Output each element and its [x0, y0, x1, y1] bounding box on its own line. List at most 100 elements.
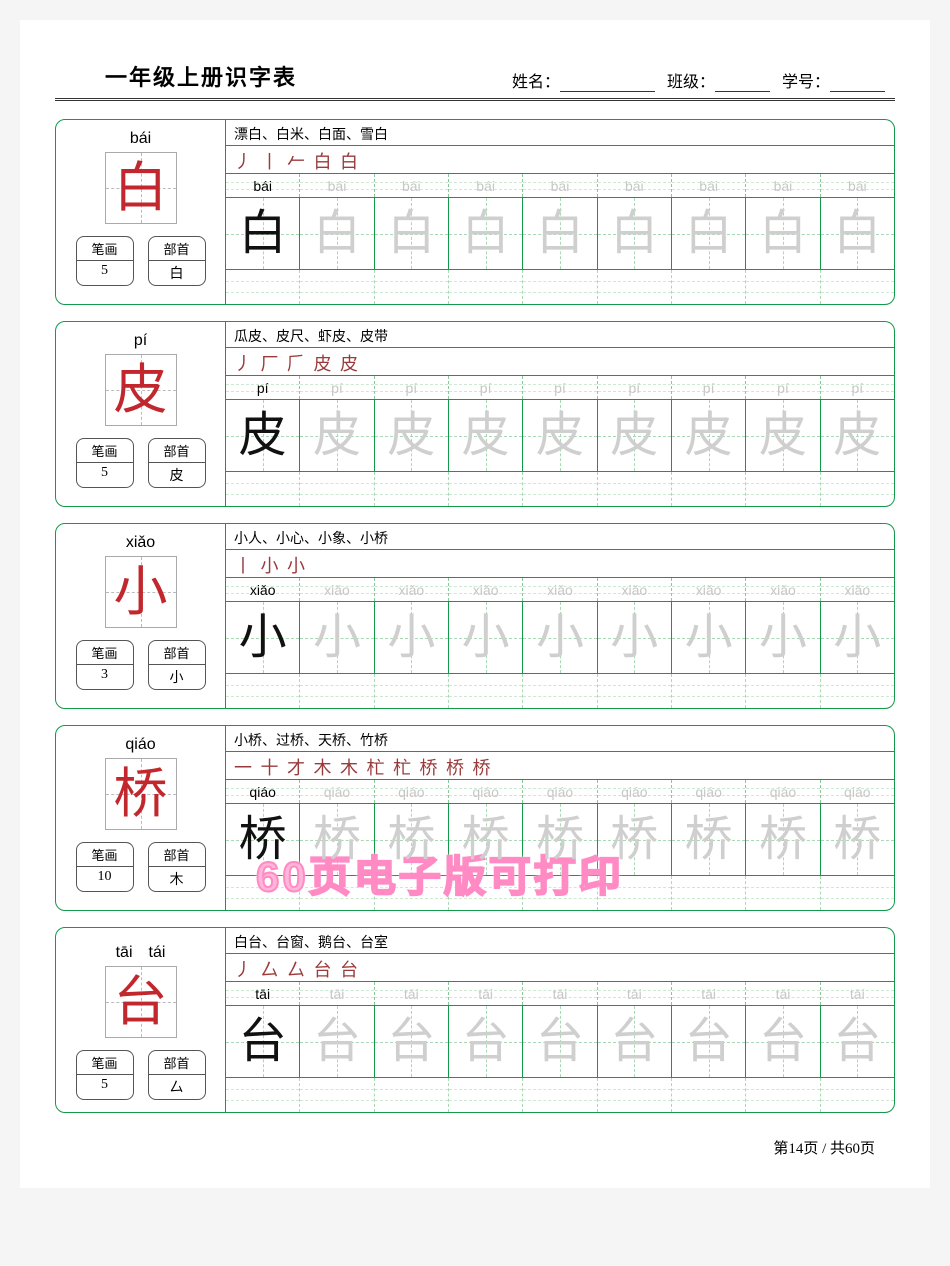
- ghost-char: 皮: [610, 412, 658, 460]
- blank-cell[interactable]: [300, 674, 374, 708]
- pinyin-cell: bái: [598, 174, 672, 197]
- blank-cell[interactable]: [300, 472, 374, 506]
- words-row: 瓜皮、皮尺、虾皮、皮带: [226, 322, 894, 348]
- ghost-char: 皮: [462, 412, 510, 460]
- pinyin-cell: pí: [226, 376, 300, 399]
- blank-cell[interactable]: [375, 472, 449, 506]
- blank-cell[interactable]: [523, 876, 597, 910]
- model-char: 白: [239, 210, 287, 258]
- blank-cell[interactable]: [449, 1078, 523, 1112]
- stroke-label: 笔画: [77, 439, 133, 463]
- pinyin-cell: qiáo: [375, 780, 449, 803]
- trace-cell: 白: [375, 198, 449, 269]
- blank-cell[interactable]: [598, 472, 672, 506]
- radical-label: 部首: [149, 641, 205, 665]
- trace-cell: 皮: [226, 400, 300, 471]
- blank-cell[interactable]: [375, 876, 449, 910]
- trace-cell: 桥: [300, 804, 374, 875]
- trace-cell: 台: [226, 1006, 300, 1077]
- trace-cell: 小: [449, 602, 523, 673]
- blank-cell[interactable]: [449, 876, 523, 910]
- blank-cell[interactable]: [300, 876, 374, 910]
- trace-cell: 白: [300, 198, 374, 269]
- pinyin-cell: bái: [523, 174, 597, 197]
- blank-cell[interactable]: [375, 270, 449, 304]
- blank-cell[interactable]: [226, 1078, 300, 1112]
- pinyin-cell: tāi: [449, 982, 523, 1005]
- blank-cell[interactable]: [523, 270, 597, 304]
- blank-cell[interactable]: [746, 270, 820, 304]
- pinyin-practice-row: qiáoqiáoqiáoqiáoqiáoqiáoqiáoqiáoqiáo: [226, 780, 894, 804]
- blank-cell[interactable]: [449, 270, 523, 304]
- ghost-char: 小: [685, 614, 733, 662]
- entry-tags: 笔画5部首皮: [76, 438, 206, 488]
- blank-cell[interactable]: [746, 876, 820, 910]
- radical-value: 木: [149, 867, 205, 891]
- blank-cell[interactable]: [821, 1078, 894, 1112]
- entry-tags: 笔画3部首小: [76, 640, 206, 690]
- pinyin-cell: pí: [449, 376, 523, 399]
- blank-cell[interactable]: [523, 674, 597, 708]
- name-blank[interactable]: [560, 74, 655, 92]
- trace-cell: 桥: [523, 804, 597, 875]
- blank-cell[interactable]: [672, 876, 746, 910]
- blank-cell[interactable]: [449, 472, 523, 506]
- entry-left-panel: qiáo桥笔画10部首木: [56, 726, 226, 910]
- header-fields: 姓名： 班级： 学号：: [297, 68, 895, 92]
- blank-cell[interactable]: [672, 1078, 746, 1112]
- words-row: 白台、台窗、鹅台、台室: [226, 928, 894, 954]
- blank-cell[interactable]: [300, 1078, 374, 1112]
- blank-cell[interactable]: [449, 674, 523, 708]
- blank-practice-row: [226, 1078, 894, 1112]
- blank-cell[interactable]: [821, 674, 894, 708]
- blank-cell[interactable]: [375, 674, 449, 708]
- pinyin-practice-row: báibáibáibáibáibáibáibáibái: [226, 174, 894, 198]
- blank-cell[interactable]: [746, 674, 820, 708]
- trace-cell: 桥: [226, 804, 300, 875]
- trace-cell: 白: [226, 198, 300, 269]
- entry-right-panel: 漂白、白米、白面、雪白丿 丨 𠂉 白 白báibáibáibáibáibáibá…: [226, 120, 894, 304]
- id-blank[interactable]: [830, 74, 885, 92]
- char-display-box: 白: [105, 152, 177, 224]
- trace-cell: 小: [523, 602, 597, 673]
- blank-cell[interactable]: [821, 876, 894, 910]
- blank-cell[interactable]: [672, 472, 746, 506]
- blank-cell[interactable]: [523, 472, 597, 506]
- blank-practice-row: [226, 674, 894, 708]
- blank-cell[interactable]: [746, 1078, 820, 1112]
- trace-row: 台台台台台台台台台: [226, 1006, 894, 1078]
- blank-cell[interactable]: [672, 270, 746, 304]
- blank-cell[interactable]: [598, 270, 672, 304]
- stroke-value: 10: [77, 867, 133, 887]
- trace-cell: 皮: [523, 400, 597, 471]
- pinyin-cell: xiǎo: [672, 578, 746, 601]
- main-character: 小: [114, 565, 168, 619]
- pinyin-cell: tāi: [300, 982, 374, 1005]
- pinyin-cell: qiáo: [746, 780, 820, 803]
- trace-cell: 桥: [821, 804, 894, 875]
- blank-cell[interactable]: [821, 270, 894, 304]
- blank-cell[interactable]: [226, 472, 300, 506]
- blank-cell[interactable]: [821, 472, 894, 506]
- pinyin-cell: qiáo: [672, 780, 746, 803]
- blank-cell[interactable]: [598, 1078, 672, 1112]
- blank-cell[interactable]: [598, 674, 672, 708]
- ghost-char: 皮: [313, 412, 361, 460]
- words-row: 漂白、白米、白面、雪白: [226, 120, 894, 146]
- radical-label: 部首: [149, 439, 205, 463]
- blank-cell[interactable]: [226, 674, 300, 708]
- blank-cell[interactable]: [226, 876, 300, 910]
- blank-cell[interactable]: [746, 472, 820, 506]
- pinyin-cell: xiǎo: [821, 578, 894, 601]
- page-header: 一年级上册识字表 姓名： 班级： 学号：: [55, 60, 895, 101]
- ghost-char: 白: [833, 210, 881, 258]
- blank-cell[interactable]: [226, 270, 300, 304]
- model-char: 台: [239, 1018, 287, 1066]
- blank-cell[interactable]: [672, 674, 746, 708]
- class-blank[interactable]: [715, 74, 770, 92]
- blank-cell[interactable]: [523, 1078, 597, 1112]
- blank-cell[interactable]: [300, 270, 374, 304]
- blank-cell[interactable]: [598, 876, 672, 910]
- blank-cell[interactable]: [375, 1078, 449, 1112]
- stroke-order-row: 丨 小 小: [226, 550, 894, 578]
